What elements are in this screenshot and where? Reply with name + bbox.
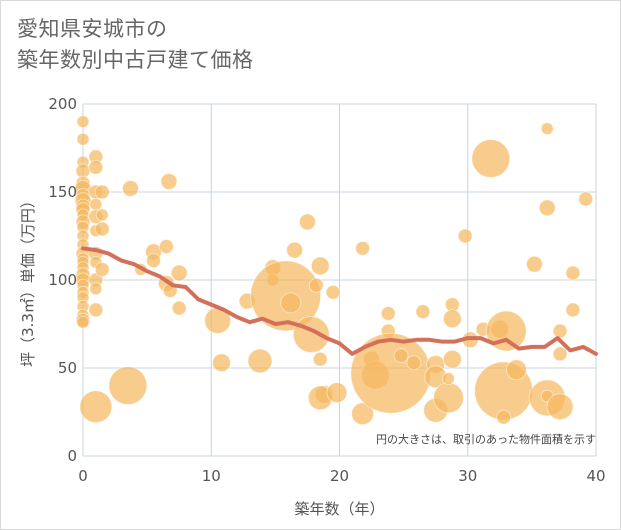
bubble-point: [158, 239, 174, 255]
bubble-point: [94, 261, 110, 277]
axis-ticks: 0 10 20 30 40 0 50 100 150 200: [48, 95, 605, 485]
y-tick-label: 50: [58, 359, 77, 377]
bubble-point: [160, 172, 178, 190]
bubble-point: [121, 179, 139, 197]
bubble-point: [457, 228, 473, 244]
bubble-point: [471, 139, 511, 179]
bubble-point: [79, 390, 113, 424]
bubble-series: [74, 115, 594, 426]
x-tick-label: 40: [586, 467, 605, 485]
bubble-point: [442, 372, 456, 386]
bubble-point: [95, 208, 109, 222]
y-tick-label: 0: [67, 447, 77, 465]
bubble-point: [546, 393, 574, 421]
bubble-point: [351, 402, 375, 426]
x-tick-label: 30: [458, 467, 477, 485]
x-tick-label: 10: [202, 467, 221, 485]
bubble-point: [312, 351, 328, 367]
bubble-point: [552, 346, 568, 362]
bubble-point: [326, 382, 348, 404]
bubble-point: [565, 265, 581, 281]
trend-line: [81, 246, 598, 356]
bubble-point: [442, 309, 462, 329]
bubble-point: [538, 199, 556, 217]
bubble-point: [540, 122, 554, 136]
bubble-point: [89, 282, 103, 296]
bubble-point: [170, 264, 188, 282]
y-tick-label: 200: [48, 95, 77, 113]
bubble-point: [76, 315, 90, 329]
bubble-point: [298, 213, 316, 231]
bubble-point: [247, 348, 273, 374]
bubble-point: [76, 115, 90, 129]
bubble-point: [310, 256, 330, 276]
bubble-point: [578, 191, 594, 207]
chart-title-line2: 築年数別中古戸建て価格: [17, 48, 254, 72]
x-axis-label: 築年数（年）: [294, 500, 384, 518]
bubble-point: [525, 255, 543, 273]
bubble-point: [496, 409, 512, 425]
trend-series: [81, 246, 598, 356]
bubble-point: [393, 348, 409, 364]
bubble-point: [280, 292, 302, 314]
bubble-point: [505, 359, 527, 381]
bubble-point: [89, 197, 103, 211]
chart-title: 愛知県安城市の 築年数別中古戸建て価格: [17, 14, 254, 76]
bubble-point: [212, 353, 232, 373]
x-tick-label: 0: [78, 467, 88, 485]
bubble-point: [108, 366, 148, 406]
bubble-point: [415, 304, 431, 320]
bubble-point: [442, 349, 462, 369]
x-tick-label: 20: [330, 467, 349, 485]
bubble-point: [355, 240, 371, 256]
bubble-point: [94, 184, 110, 200]
bubble-point: [146, 253, 162, 269]
bubble-point: [565, 302, 581, 318]
y-tick-label: 100: [48, 271, 77, 289]
y-tick-label: 150: [48, 183, 77, 201]
bubble-point: [94, 221, 110, 237]
bubble-point: [88, 159, 104, 175]
chart-title-line1: 愛知県安城市の: [17, 17, 168, 41]
bubble-point: [406, 355, 422, 371]
bubble-point: [286, 241, 304, 259]
bubble-point: [552, 323, 568, 339]
bubble-point: [171, 300, 187, 316]
bubble-point: [380, 305, 396, 321]
bubble-size-note: 円の大きさは、取引のあった物件面積を示す: [376, 432, 596, 446]
y-axis-label: 坪（3.3㎡）単価（万円）: [19, 193, 37, 367]
bubble-point: [88, 302, 104, 318]
bubble-point: [76, 132, 90, 146]
bubble-point: [325, 284, 341, 300]
bubble-point: [308, 277, 324, 293]
bubble-point: [350, 332, 432, 414]
bubble-point: [433, 382, 465, 414]
